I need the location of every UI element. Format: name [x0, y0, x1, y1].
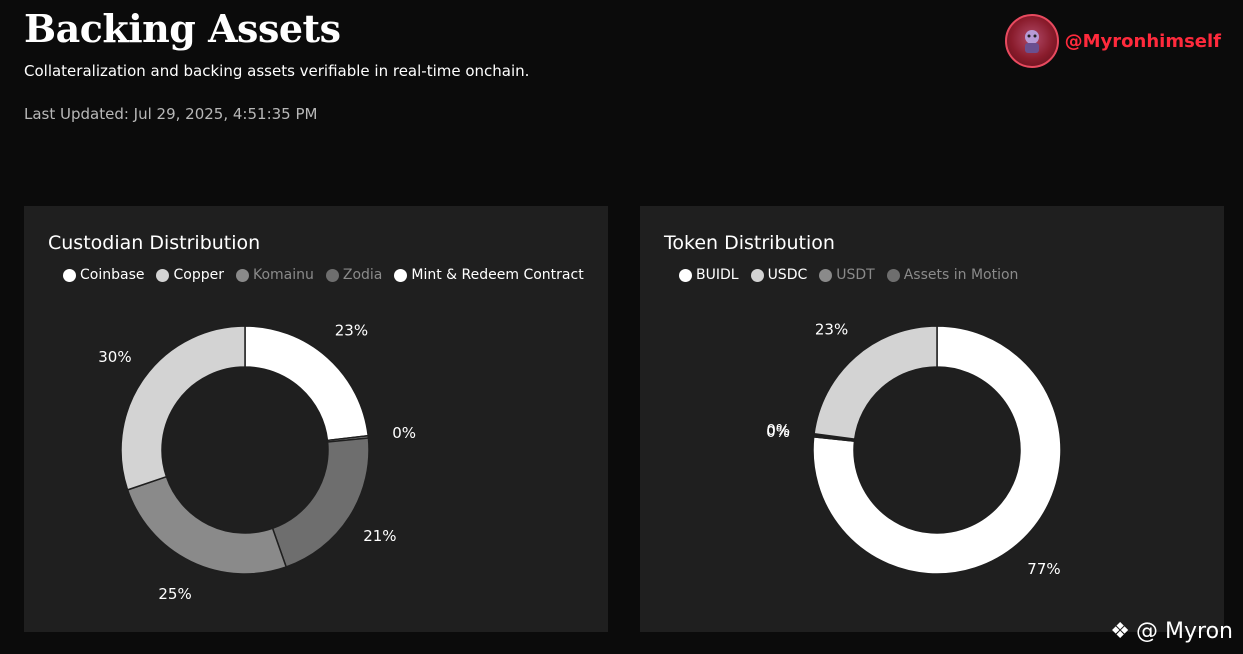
data-label: 30%	[98, 348, 131, 366]
legend-item[interactable]: USDT	[819, 267, 875, 283]
data-label: 0%	[766, 421, 790, 439]
author-badge[interactable]: @Myronhimself	[1004, 14, 1221, 68]
watermark: ❖ @ Myron	[1110, 619, 1233, 644]
legend-item[interactable]: Copper	[156, 267, 224, 283]
legend-item[interactable]: BUIDL	[679, 267, 739, 283]
avatar	[1004, 14, 1059, 68]
donut-slice-zodia[interactable]	[271, 437, 370, 568]
legend-label: USDT	[836, 267, 875, 283]
chart-legend: Coinbase Copper Komainu Zodia Mint & Redeem …	[63, 267, 584, 283]
author-handle[interactable]: @Myronhimself	[1064, 30, 1221, 52]
legend-label: Assets in Motion	[903, 267, 1019, 283]
binance-diamond-icon: ❖	[1110, 619, 1131, 644]
data-label: 77%	[1027, 560, 1060, 578]
legend-label: Mint & Redeem Contract	[411, 267, 584, 283]
legend-swatch	[156, 268, 170, 282]
legend-item[interactable]: Zodia	[325, 267, 383, 283]
legend-swatch	[679, 268, 692, 282]
legend-label: Komainu	[252, 267, 314, 283]
chart-legend: BUIDL USDC USDT Assets in Motion	[679, 267, 1018, 283]
legend-swatch	[394, 268, 408, 282]
page-subtitle: Collateralization and backing assets ver…	[24, 62, 530, 80]
custodian-donut-chart: 23% 0% 21% 25% 30%	[98, 322, 416, 603]
legend-item[interactable]: Mint & Redeem Contract	[394, 267, 584, 283]
legend-item[interactable]: Assets in Motion	[886, 267, 1019, 283]
custodian-distribution-panel: Custodian Distribution Coinbase Copper Kom…	[24, 206, 608, 632]
legend-swatch	[750, 268, 764, 282]
donut-slice-copper[interactable]	[120, 325, 246, 491]
legend-label: Zodia	[342, 267, 383, 283]
donut-slice-coinbase[interactable]	[244, 325, 370, 442]
data-label: 0%	[766, 423, 790, 441]
data-label: 23%	[815, 321, 848, 339]
token-distribution-panel: Token Distribution BUIDL USDC USDT Assets i…	[640, 206, 1224, 632]
legend-swatch	[63, 268, 76, 282]
data-label: 23%	[335, 322, 368, 340]
legend-label: BUIDL	[696, 267, 739, 283]
page-title: Backing Assets	[24, 6, 341, 51]
legend-swatch	[235, 268, 249, 282]
legend-swatch	[325, 268, 339, 282]
last-updated-timestamp: Last Updated: Jul 29, 2025, 4:51:35 PM	[24, 105, 318, 123]
chart-title: Custodian Distribution	[48, 232, 261, 254]
data-label: 25%	[158, 585, 191, 603]
legend-item[interactable]: Komainu	[235, 267, 314, 283]
watermark-text: @ Myron	[1136, 619, 1233, 644]
data-label: 0%	[392, 424, 416, 442]
legend-swatch	[886, 268, 900, 282]
donut-slice-usdc[interactable]	[813, 325, 938, 440]
data-label: 21%	[363, 527, 396, 545]
legend-swatch	[819, 268, 833, 282]
avatar-figure-icon	[1024, 30, 1039, 53]
chart-title: Token Distribution	[664, 232, 835, 254]
legend-label: USDC	[767, 267, 808, 283]
token-donut-chart: 77%0%0%23%	[766, 321, 1062, 578]
legend-item[interactable]: Coinbase	[63, 267, 144, 283]
legend-item[interactable]: USDC	[750, 267, 808, 283]
donut-slice-komainu[interactable]	[126, 475, 288, 575]
legend-label: Copper	[173, 267, 224, 283]
legend-label: Coinbase	[80, 267, 145, 283]
donut-slice-buidl[interactable]	[812, 325, 1062, 575]
